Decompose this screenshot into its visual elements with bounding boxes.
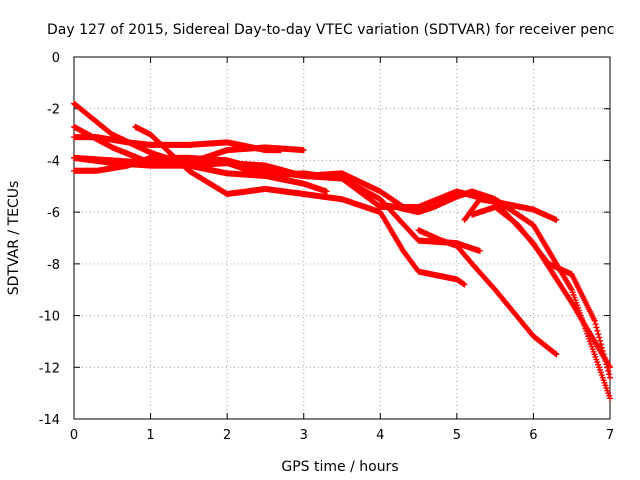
data-point — [605, 367, 612, 374]
data-point — [602, 357, 609, 364]
y-tick-label: -4 — [47, 154, 60, 169]
data-point — [553, 216, 560, 223]
x-tick-label: 0 — [70, 428, 78, 443]
data-point — [591, 317, 598, 324]
series-layer — [71, 100, 613, 402]
x-tick-label: 6 — [529, 428, 537, 443]
data-point — [593, 324, 600, 331]
data-point — [606, 371, 613, 378]
series-track-11 — [415, 227, 560, 358]
x-tick-label: 1 — [146, 428, 154, 443]
data-point — [607, 374, 613, 381]
data-point — [594, 327, 601, 334]
data-point — [553, 351, 560, 358]
y-tick-label: -8 — [47, 258, 60, 273]
data-point — [595, 331, 602, 338]
x-axis-ticks: 0 1 2 3 4 5 6 7 — [70, 57, 614, 443]
data-point — [597, 341, 604, 348]
data-point — [600, 351, 607, 358]
data-point — [603, 361, 610, 368]
data-point — [461, 281, 468, 288]
series-track-7 — [132, 123, 468, 288]
data-point — [596, 334, 603, 341]
y-axis-label: SDTVAR / TECUs — [6, 181, 22, 296]
y-tick-label: -2 — [47, 103, 60, 118]
chart-title: Day 127 of 2015, Sidereal Day-to-day VTE… — [47, 22, 614, 38]
data-point — [604, 364, 611, 371]
y-tick-label: -14 — [39, 413, 60, 428]
data-point — [597, 337, 604, 344]
y-tick-label: -12 — [39, 361, 60, 376]
data-point — [476, 247, 483, 254]
data-point — [599, 347, 606, 354]
series-track-10 — [469, 203, 613, 381]
x-tick-label: 4 — [376, 428, 384, 443]
x-tick-label: 3 — [300, 428, 308, 443]
series-track-3 — [71, 134, 284, 154]
x-tick-label: 7 — [606, 428, 614, 443]
y-tick-label: -6 — [47, 206, 60, 221]
axes — [73, 56, 611, 420]
data-point — [607, 395, 613, 402]
series-track-8 — [377, 188, 613, 402]
data-point — [592, 321, 599, 328]
data-point — [601, 354, 608, 361]
grid — [74, 57, 610, 419]
data-point — [552, 350, 559, 357]
data-point — [277, 147, 284, 154]
x-tick-label: 2 — [223, 428, 231, 443]
y-tick-label: 0 — [52, 51, 60, 66]
plot-frame — [73, 56, 611, 420]
y-tick-label: -10 — [39, 310, 60, 325]
y-axis-ticks: 0 -2 -4 -6 -8 -10 -12 -14 — [39, 51, 610, 428]
x-axis-label: GPS time / hours — [281, 459, 398, 475]
x-tick-label: 5 — [453, 428, 461, 443]
data-point — [598, 344, 605, 351]
data-point — [300, 147, 307, 154]
data-point — [323, 188, 330, 195]
